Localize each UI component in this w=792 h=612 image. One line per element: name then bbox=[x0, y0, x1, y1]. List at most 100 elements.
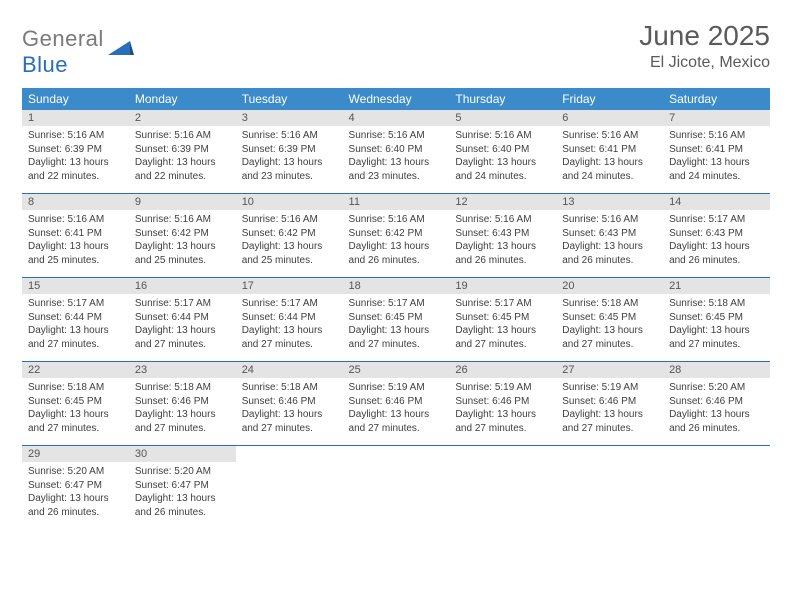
daylight-text: Daylight: 13 hours bbox=[669, 324, 764, 338]
sunrise-text: Sunrise: 5:17 AM bbox=[455, 297, 550, 311]
sunset-text: Sunset: 6:46 PM bbox=[455, 395, 550, 409]
sunrise-text: Sunrise: 5:17 AM bbox=[28, 297, 123, 311]
date-cell: 8 bbox=[22, 194, 129, 210]
date-cell: 3 bbox=[236, 110, 343, 126]
sunset-text: Sunset: 6:46 PM bbox=[669, 395, 764, 409]
daylight-text2: and 24 minutes. bbox=[669, 170, 764, 184]
daylight-text: Daylight: 13 hours bbox=[135, 156, 230, 170]
sunrise-text: Sunrise: 5:16 AM bbox=[349, 213, 444, 227]
day-cell: Sunrise: 5:16 AMSunset: 6:42 PMDaylight:… bbox=[129, 210, 236, 278]
daylight-text2: and 25 minutes. bbox=[28, 254, 123, 268]
sunrise-text: Sunrise: 5:17 AM bbox=[349, 297, 444, 311]
daylight-text: Daylight: 13 hours bbox=[28, 492, 123, 506]
sunset-text: Sunset: 6:45 PM bbox=[349, 311, 444, 325]
sunrise-text: Sunrise: 5:16 AM bbox=[669, 129, 764, 143]
day-cell: Sunrise: 5:20 AMSunset: 6:47 PMDaylight:… bbox=[22, 462, 129, 529]
day-cell: Sunrise: 5:16 AMSunset: 6:40 PMDaylight:… bbox=[449, 126, 556, 194]
date-row: 15161718192021 bbox=[22, 278, 770, 294]
date-cell: 22 bbox=[22, 362, 129, 378]
date-cell: 9 bbox=[129, 194, 236, 210]
date-row: 22232425262728 bbox=[22, 362, 770, 378]
sunset-text: Sunset: 6:43 PM bbox=[562, 227, 657, 241]
date-cell: 20 bbox=[556, 278, 663, 294]
day-cell: Sunrise: 5:16 AMSunset: 6:42 PMDaylight:… bbox=[343, 210, 450, 278]
sunrise-text: Sunrise: 5:19 AM bbox=[349, 381, 444, 395]
date-cell: 21 bbox=[663, 278, 770, 294]
day-cell: Sunrise: 5:16 AMSunset: 6:40 PMDaylight:… bbox=[343, 126, 450, 194]
sunrise-text: Sunrise: 5:16 AM bbox=[349, 129, 444, 143]
daylight-text2: and 26 minutes. bbox=[455, 254, 550, 268]
sunrise-text: Sunrise: 5:18 AM bbox=[562, 297, 657, 311]
daylight-text2: and 22 minutes. bbox=[28, 170, 123, 184]
day-cell: Sunrise: 5:18 AMSunset: 6:45 PMDaylight:… bbox=[22, 378, 129, 446]
sunset-text: Sunset: 6:40 PM bbox=[455, 143, 550, 157]
weekday-header-row: Sunday Monday Tuesday Wednesday Thursday… bbox=[22, 88, 770, 110]
date-cell bbox=[343, 446, 450, 462]
weekday-header: Sunday bbox=[22, 88, 129, 110]
day-cell: Sunrise: 5:17 AMSunset: 6:44 PMDaylight:… bbox=[236, 294, 343, 362]
date-cell: 15 bbox=[22, 278, 129, 294]
daylight-text2: and 26 minutes. bbox=[562, 254, 657, 268]
sunset-text: Sunset: 6:41 PM bbox=[28, 227, 123, 241]
daylight-text2: and 27 minutes. bbox=[562, 422, 657, 436]
sunset-text: Sunset: 6:47 PM bbox=[135, 479, 230, 493]
sunset-text: Sunset: 6:40 PM bbox=[349, 143, 444, 157]
day-cell: Sunrise: 5:16 AMSunset: 6:41 PMDaylight:… bbox=[22, 210, 129, 278]
daylight-text2: and 27 minutes. bbox=[28, 422, 123, 436]
logo-text-blue: Blue bbox=[22, 52, 68, 77]
sunset-text: Sunset: 6:46 PM bbox=[349, 395, 444, 409]
daylight-text: Daylight: 13 hours bbox=[349, 324, 444, 338]
date-cell: 30 bbox=[129, 446, 236, 462]
daylight-text: Daylight: 13 hours bbox=[242, 408, 337, 422]
daylight-text2: and 23 minutes. bbox=[349, 170, 444, 184]
sunset-text: Sunset: 6:42 PM bbox=[242, 227, 337, 241]
date-cell: 24 bbox=[236, 362, 343, 378]
daylight-text2: and 26 minutes. bbox=[135, 506, 230, 520]
daylight-text2: and 26 minutes. bbox=[669, 254, 764, 268]
date-cell: 16 bbox=[129, 278, 236, 294]
sunset-text: Sunset: 6:45 PM bbox=[669, 311, 764, 325]
daylight-text: Daylight: 13 hours bbox=[28, 156, 123, 170]
daylight-text2: and 27 minutes. bbox=[28, 338, 123, 352]
daylight-text2: and 27 minutes. bbox=[242, 422, 337, 436]
sunset-text: Sunset: 6:45 PM bbox=[562, 311, 657, 325]
daylight-text: Daylight: 13 hours bbox=[562, 240, 657, 254]
daylight-text2: and 23 minutes. bbox=[242, 170, 337, 184]
daylight-text: Daylight: 13 hours bbox=[135, 408, 230, 422]
daylight-text2: and 27 minutes. bbox=[669, 338, 764, 352]
date-cell bbox=[556, 446, 663, 462]
sunrise-text: Sunrise: 5:17 AM bbox=[135, 297, 230, 311]
date-cell: 23 bbox=[129, 362, 236, 378]
header: General Blue June 2025 El Jicote, Mexico bbox=[22, 20, 770, 78]
date-cell: 7 bbox=[663, 110, 770, 126]
day-cell: Sunrise: 5:18 AMSunset: 6:46 PMDaylight:… bbox=[129, 378, 236, 446]
daylight-text: Daylight: 13 hours bbox=[669, 156, 764, 170]
date-cell: 19 bbox=[449, 278, 556, 294]
sunset-text: Sunset: 6:39 PM bbox=[28, 143, 123, 157]
day-cell: Sunrise: 5:16 AMSunset: 6:39 PMDaylight:… bbox=[22, 126, 129, 194]
location: El Jicote, Mexico bbox=[639, 54, 770, 72]
date-cell bbox=[663, 446, 770, 462]
sunset-text: Sunset: 6:45 PM bbox=[28, 395, 123, 409]
sunset-text: Sunset: 6:44 PM bbox=[28, 311, 123, 325]
day-cell bbox=[449, 462, 556, 529]
day-cell bbox=[556, 462, 663, 529]
sunset-text: Sunset: 6:43 PM bbox=[455, 227, 550, 241]
day-cell bbox=[343, 462, 450, 529]
day-cell: Sunrise: 5:16 AMSunset: 6:39 PMDaylight:… bbox=[129, 126, 236, 194]
daylight-text: Daylight: 13 hours bbox=[669, 408, 764, 422]
daylight-text: Daylight: 13 hours bbox=[455, 240, 550, 254]
weekday-header: Wednesday bbox=[343, 88, 450, 110]
sunset-text: Sunset: 6:39 PM bbox=[135, 143, 230, 157]
date-cell bbox=[236, 446, 343, 462]
sunrise-text: Sunrise: 5:16 AM bbox=[135, 213, 230, 227]
sunrise-text: Sunrise: 5:16 AM bbox=[242, 129, 337, 143]
sunrise-text: Sunrise: 5:20 AM bbox=[28, 465, 123, 479]
daylight-text2: and 26 minutes. bbox=[28, 506, 123, 520]
date-cell: 5 bbox=[449, 110, 556, 126]
daylight-text: Daylight: 13 hours bbox=[562, 408, 657, 422]
sunrise-text: Sunrise: 5:20 AM bbox=[135, 465, 230, 479]
day-cell: Sunrise: 5:17 AMSunset: 6:43 PMDaylight:… bbox=[663, 210, 770, 278]
daylight-text: Daylight: 13 hours bbox=[455, 324, 550, 338]
sunset-text: Sunset: 6:45 PM bbox=[455, 311, 550, 325]
